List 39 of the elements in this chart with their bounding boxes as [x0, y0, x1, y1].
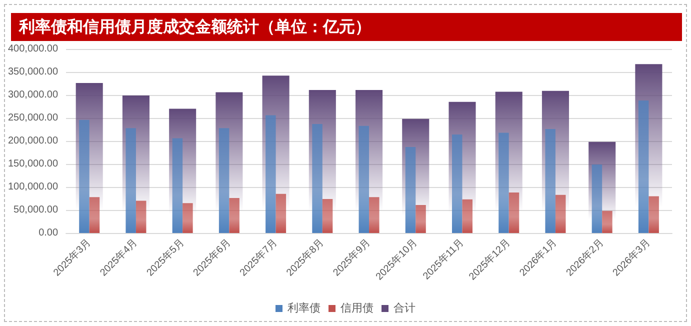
y-tick-label: 50,000.00: [14, 204, 58, 216]
bar: [405, 146, 416, 233]
bar: [358, 126, 370, 233]
y-tick-label: 200,000.00: [8, 136, 58, 146]
bar: [136, 200, 146, 233]
bar: [592, 164, 602, 233]
bar: [508, 192, 520, 233]
y-tick-label: 150,000.00: [8, 158, 58, 170]
bar: [276, 194, 286, 233]
y-tick-label: 0.00: [38, 228, 58, 238]
bar: [229, 198, 240, 233]
bar: [648, 196, 659, 233]
bar: [369, 197, 380, 233]
bar: [545, 129, 556, 233]
bar: [312, 124, 322, 233]
legend-label: 合计: [394, 302, 416, 314]
bar: [322, 198, 333, 233]
bar: [602, 210, 612, 233]
legend-label: 利率债: [288, 302, 320, 314]
bar: [555, 194, 566, 233]
y-tick-label: 400,000.00: [8, 44, 58, 54]
bar: [638, 100, 649, 233]
bar: [182, 203, 193, 233]
bar: [266, 115, 276, 233]
y-tick-label: 250,000.00: [8, 112, 58, 124]
bar: [498, 132, 509, 233]
legend-label: 信用债: [340, 302, 374, 314]
bar: [126, 128, 136, 233]
bar: [172, 138, 183, 233]
y-tick-label: 100,000.00: [8, 182, 58, 192]
chart-title: 利率债和信用债月度成交金额统计（单位：亿元）: [11, 13, 682, 41]
bar: [462, 199, 472, 233]
bar: [218, 128, 230, 233]
bar: [89, 197, 100, 233]
bar: [452, 134, 462, 233]
bar: [79, 120, 90, 233]
bar: [416, 204, 426, 233]
y-tick-label: 300,000.00: [8, 90, 58, 100]
y-tick-label: 350,000.00: [8, 66, 58, 78]
